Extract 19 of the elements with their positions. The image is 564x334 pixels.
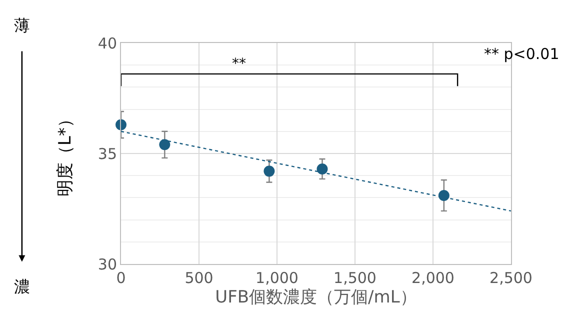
point: [264, 166, 275, 177]
point: [159, 139, 170, 150]
text: 薄: [14, 16, 30, 35]
y-tick-label: 35: [98, 144, 117, 163]
x-tick-label: 0: [116, 269, 126, 287]
point: [438, 190, 450, 201]
x-tick-label: 1,500: [334, 269, 376, 287]
x-axis-title: UFB個数濃度（万個/mL）: [215, 287, 417, 308]
text: 濃: [14, 277, 30, 296]
y-tick-label: 40: [98, 34, 117, 52]
y-tick-label: 30: [98, 255, 117, 274]
annotation: **: [232, 56, 246, 72]
annotation: ** p<0.01: [484, 45, 560, 63]
x-tick-label: 2,500: [490, 269, 532, 287]
x-tick-label: 500: [184, 269, 214, 287]
y-axis-title: 明度（L*）: [55, 110, 76, 196]
x-tick-label: 1,000: [256, 269, 298, 287]
x-tick-label: 2,000: [412, 269, 454, 287]
point: [316, 163, 328, 174]
